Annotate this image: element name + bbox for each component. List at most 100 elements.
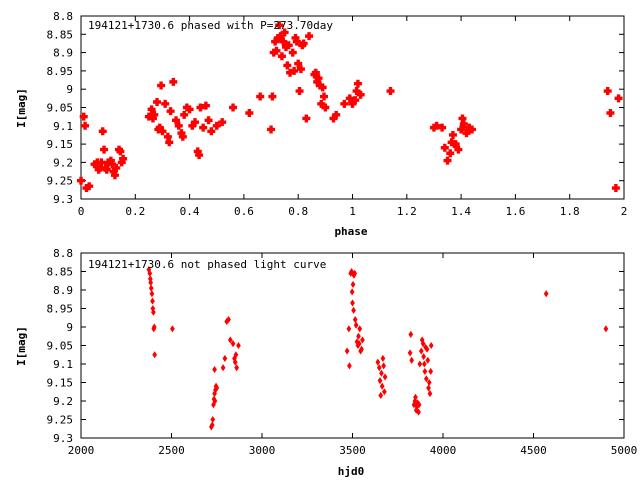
data-point [201, 101, 210, 110]
x-tick-label: 0 [78, 205, 85, 218]
y-tick-label: 9.25 [47, 175, 74, 188]
data-point [209, 421, 215, 429]
data-point [116, 147, 125, 156]
data-point [151, 308, 156, 316]
data-point [227, 336, 233, 344]
data-point [344, 347, 350, 355]
data-point [290, 66, 299, 75]
axis-ticks: 2000 2500 3000 3500 4000 4500 5000 8.8 8.85 8.9 8.… [47, 247, 638, 457]
data-point [462, 129, 471, 138]
data-point [424, 345, 430, 353]
data-point [149, 290, 155, 298]
x-tick-label: 5000 [611, 444, 638, 457]
y-tick-label: 9.2 [53, 156, 73, 169]
data-point [356, 340, 362, 348]
data-point [352, 269, 358, 277]
data-point [350, 280, 356, 288]
data-point [153, 98, 162, 107]
y-tick-label: 9.15 [47, 377, 74, 390]
y-tick-label: 9.05 [47, 340, 74, 353]
data-point [272, 46, 281, 55]
data-point [207, 127, 216, 136]
y-tick-label: 9 [66, 83, 73, 96]
data-point [222, 354, 228, 362]
data-point [353, 321, 359, 329]
x-tick-label: 1.6 [505, 205, 525, 218]
data-point [381, 388, 387, 396]
data-point [448, 130, 457, 139]
data-point [112, 163, 121, 172]
data-point [375, 358, 381, 366]
data-point [276, 32, 285, 41]
data-point [356, 90, 365, 99]
data-point [77, 176, 85, 185]
data-point [416, 401, 422, 409]
x-tick-label: 1.2 [397, 205, 417, 218]
data-point [166, 107, 175, 116]
data-point [603, 87, 612, 96]
data-point [150, 297, 155, 305]
y-tick-label: 9.2 [53, 395, 73, 408]
data-point [245, 108, 254, 117]
data-point [376, 364, 382, 372]
data-point [280, 28, 289, 37]
data-point [606, 108, 615, 117]
y-tick-label: 8.85 [47, 266, 74, 279]
x-tick-label: 2000 [68, 444, 95, 457]
data-point [426, 384, 431, 392]
data-point [311, 68, 320, 77]
y-tick-label: 9 [66, 321, 73, 334]
y-tick-label: 8.8 [53, 247, 73, 260]
data-point [233, 351, 239, 359]
data-point [199, 123, 208, 132]
data-points [146, 266, 609, 431]
data-point [332, 110, 341, 119]
data-point [378, 391, 384, 399]
data-point [458, 114, 467, 123]
data-point [340, 99, 349, 108]
x-axis-label: hjd0 [338, 465, 365, 478]
data-point [147, 105, 156, 114]
data-point [288, 48, 297, 57]
data-point [119, 154, 128, 163]
data-point [152, 351, 158, 359]
data-point [110, 171, 119, 180]
data-point [85, 182, 94, 191]
data-point [427, 390, 433, 398]
y-tick-label: 9.15 [47, 138, 74, 151]
data-point [294, 59, 303, 68]
y-tick-label: 8.85 [47, 28, 74, 41]
data-point [614, 94, 623, 103]
chart-title: 194121+1730.6 not phased light curve [88, 258, 326, 271]
data-point [314, 74, 323, 83]
data-point [284, 41, 293, 50]
data-point [196, 103, 205, 112]
y-tick-label: 8.9 [53, 284, 73, 297]
data-point [319, 92, 328, 101]
data-point [296, 65, 305, 74]
x-axis-label: phase [334, 225, 367, 238]
data-point [408, 330, 414, 338]
phased-light-curve-plot: 0 0.2 0.4 0.6 0.8 1 1.2 1.4 1.6 1.8 2 8.8 8.85 8.9 8.9… [15, 10, 627, 238]
data-point [100, 145, 109, 154]
unphased-light-curve-plot: 2000 2500 3000 3500 4000 4500 5000 8.8 8.85 8.9 8.… [15, 247, 637, 478]
axis-ticks: 0 0.2 0.4 0.6 0.8 1 1.2 1.4 1.6 1.8 2 8.8 8.85 8.9 8.9… [47, 10, 628, 218]
data-point [180, 110, 189, 119]
data-point [204, 116, 213, 125]
data-point [165, 138, 174, 147]
data-point [423, 375, 429, 383]
data-point [457, 125, 466, 134]
data-point [454, 145, 463, 154]
data-point [359, 345, 364, 353]
data-point [302, 114, 311, 123]
data-point [349, 288, 355, 296]
data-point [191, 118, 200, 127]
x-tick-label: 1.4 [451, 205, 471, 218]
data-point [426, 378, 432, 387]
data-point [407, 349, 413, 357]
data-point [195, 151, 204, 160]
data-point [81, 121, 90, 130]
data-point [212, 397, 218, 405]
y-tick-label: 9.3 [53, 432, 73, 445]
data-point [185, 105, 194, 114]
